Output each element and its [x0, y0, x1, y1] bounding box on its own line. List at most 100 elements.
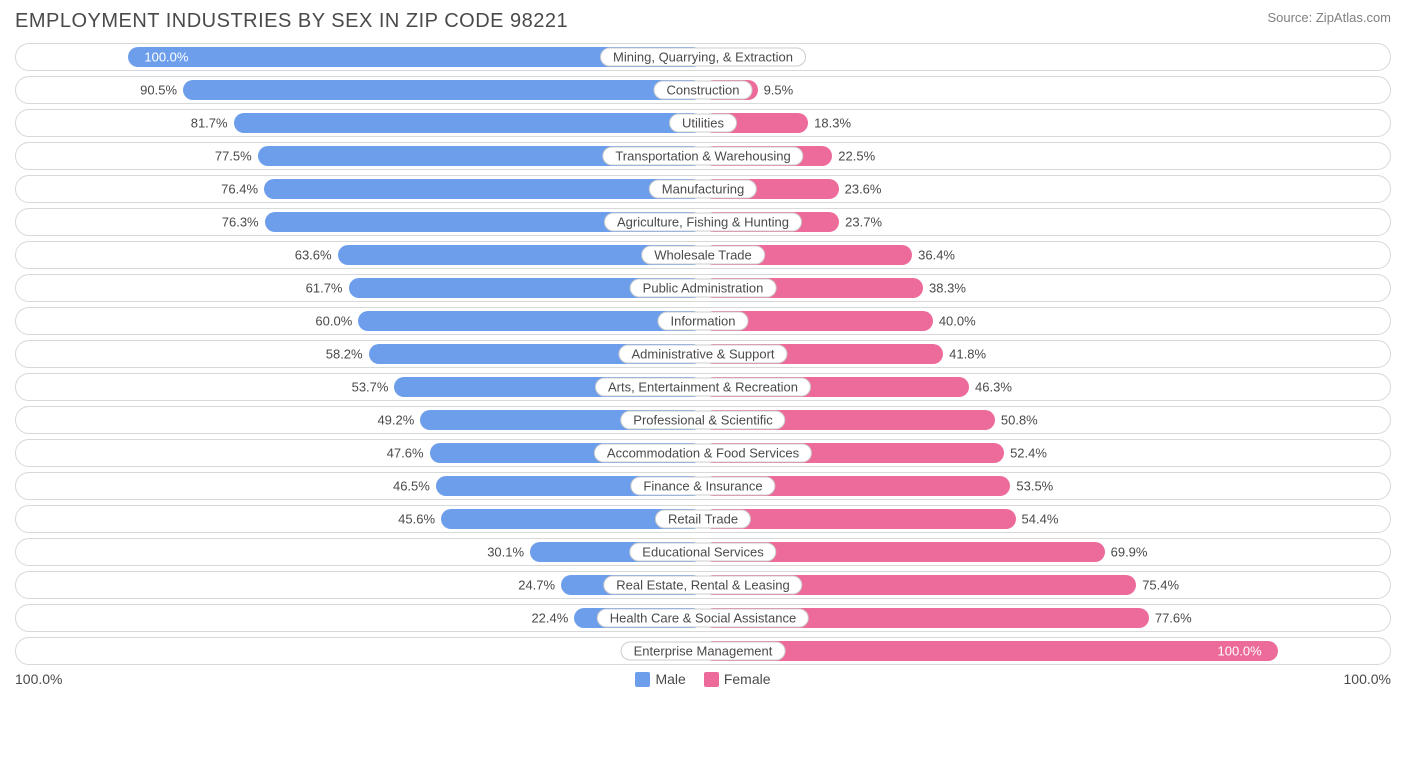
legend-item: Male	[635, 671, 685, 687]
chart-row-inner: 61.7% 38.3% Public Administration	[19, 278, 1387, 298]
male-value-label: 30.1%	[487, 545, 524, 560]
female-value-label: 53.5%	[1016, 479, 1053, 494]
chart-row-inner: 63.6%36.4%Wholesale Trade	[19, 245, 1387, 265]
chart-row-inner: 90.5%9.5%Construction	[19, 80, 1387, 100]
chart-row: 30.1% 69.9% Educational Services	[15, 538, 1391, 566]
female-value-label: 54.4%	[1022, 512, 1059, 527]
female-value-label: 69.9%	[1111, 545, 1148, 560]
female-value-label: 22.5%	[838, 149, 875, 164]
chart-row: 76.4% 23.6% Manufacturing	[15, 175, 1391, 203]
female-value-label: 41.8%	[949, 347, 986, 362]
row-category-label: Transportation & Warehousing	[602, 147, 803, 166]
female-value-label: 50.8%	[1001, 413, 1038, 428]
chart-row-inner: 49.2% 50.8% Professional & Scientific	[19, 410, 1387, 430]
chart-row-inner: 100.0%0.0%Mining, Quarrying, & Extractio…	[19, 47, 1387, 67]
row-category-label: Retail Trade	[655, 510, 751, 529]
chart-title: EMPLOYMENT INDUSTRIES BY SEX IN ZIP CODE…	[15, 10, 568, 33]
chart-row: 49.2% 50.8% Professional & Scientific	[15, 406, 1391, 434]
male-value-label: 81.7%	[191, 116, 228, 131]
chart-row-inner: 0.0%100.0%Enterprise Management	[19, 641, 1387, 661]
female-value-label: 52.4%	[1010, 446, 1047, 461]
male-value-label: 76.4%	[221, 182, 258, 197]
row-category-label: Administrative & Support	[618, 345, 787, 364]
chart-row-inner: 81.7% 18.3% Utilities	[19, 113, 1387, 133]
male-value-label: 90.5%	[140, 83, 177, 98]
chart-footer: 100.0% Male Female 100.0%	[15, 671, 1391, 687]
male-value-label: 46.5%	[393, 479, 430, 494]
chart-row: 0.0%100.0%Enterprise Management	[15, 637, 1391, 665]
female-value-label: 100.0%	[1218, 644, 1262, 659]
legend-label: Male	[655, 671, 685, 687]
chart-row-inner: 58.2% 41.8% Administrative & Support	[19, 344, 1387, 364]
female-value-label: 9.5%	[764, 83, 794, 98]
row-category-label: Information	[657, 312, 748, 331]
chart-row: 45.6% 54.4% Retail Trade	[15, 505, 1391, 533]
chart-source: Source: ZipAtlas.com	[1267, 10, 1391, 25]
female-value-label: 77.6%	[1155, 611, 1192, 626]
diverging-bar-chart: 100.0%0.0%Mining, Quarrying, & Extractio…	[15, 43, 1391, 665]
axis-right-label: 100.0%	[1344, 671, 1391, 687]
row-category-label: Utilities	[669, 114, 737, 133]
female-value-label: 75.4%	[1142, 578, 1179, 593]
female-value-label: 46.3%	[975, 380, 1012, 395]
row-category-label: Mining, Quarrying, & Extraction	[600, 48, 806, 67]
chart-row: 58.2% 41.8% Administrative & Support	[15, 340, 1391, 368]
male-value-label: 61.7%	[306, 281, 343, 296]
male-bar	[358, 311, 703, 331]
row-category-label: Finance & Insurance	[630, 477, 775, 496]
chart-row-inner: 77.5% 22.5% Transportation & Warehousing	[19, 146, 1387, 166]
male-value-label: 49.2%	[377, 413, 414, 428]
male-value-label: 60.0%	[315, 314, 352, 329]
male-bar	[183, 80, 703, 100]
male-value-label: 63.6%	[295, 248, 332, 263]
male-value-label: 77.5%	[215, 149, 252, 164]
male-bar	[234, 113, 703, 133]
female-value-label: 18.3%	[814, 116, 851, 131]
chart-row: 81.7% 18.3% Utilities	[15, 109, 1391, 137]
row-category-label: Professional & Scientific	[620, 411, 785, 430]
legend-item: Female	[704, 671, 771, 687]
male-value-label: 24.7%	[518, 578, 555, 593]
row-category-label: Educational Services	[629, 543, 776, 562]
row-category-label: Health Care & Social Assistance	[597, 609, 809, 628]
legend-label: Female	[724, 671, 771, 687]
legend: Male Female	[635, 671, 770, 687]
male-value-label: 58.2%	[326, 347, 363, 362]
chart-row: 100.0%0.0%Mining, Quarrying, & Extractio…	[15, 43, 1391, 71]
chart-row: 22.4% 77.6% Health Care & Social Assistanc…	[15, 604, 1391, 632]
chart-row-inner: 76.3%23.7%Agriculture, Fishing & Hunting	[19, 212, 1387, 232]
male-value-label: 53.7%	[352, 380, 389, 395]
axis-left-label: 100.0%	[15, 671, 62, 687]
female-bar	[703, 641, 1278, 661]
male-value-label: 22.4%	[531, 611, 568, 626]
chart-row-inner: 53.7%46.3%Arts, Entertainment & Recreati…	[19, 377, 1387, 397]
male-bar	[264, 179, 703, 199]
chart-row: 76.3%23.7%Agriculture, Fishing & Hunting	[15, 208, 1391, 236]
female-value-label: 23.6%	[845, 182, 882, 197]
female-value-label: 40.0%	[939, 314, 976, 329]
chart-row: 63.6%36.4%Wholesale Trade	[15, 241, 1391, 269]
chart-row-inner: 46.5% 53.5% Finance & Insurance	[19, 476, 1387, 496]
male-value-label: 45.6%	[398, 512, 435, 527]
chart-row-inner: 45.6% 54.4% Retail Trade	[19, 509, 1387, 529]
male-value-label: 76.3%	[222, 215, 259, 230]
chart-row-inner: 30.1% 69.9% Educational Services	[19, 542, 1387, 562]
chart-row-inner: 24.7%75.4%Real Estate, Rental & Leasing	[19, 575, 1387, 595]
chart-row-inner: 22.4% 77.6% Health Care & Social Assistanc…	[19, 608, 1387, 628]
chart-row-inner: 47.6%52.4%Accommodation & Food Services	[19, 443, 1387, 463]
row-category-label: Accommodation & Food Services	[594, 444, 812, 463]
chart-header: EMPLOYMENT INDUSTRIES BY SEX IN ZIP CODE…	[15, 10, 1391, 33]
female-value-label: 38.3%	[929, 281, 966, 296]
row-category-label: Public Administration	[630, 279, 777, 298]
chart-row: 60.0% 40.0% Information	[15, 307, 1391, 335]
chart-row: 24.7%75.4%Real Estate, Rental & Leasing	[15, 571, 1391, 599]
chart-row: 77.5% 22.5% Transportation & Warehousing	[15, 142, 1391, 170]
chart-row: 90.5%9.5%Construction	[15, 76, 1391, 104]
female-value-label: 36.4%	[918, 248, 955, 263]
chart-row: 47.6%52.4%Accommodation & Food Services	[15, 439, 1391, 467]
chart-row-inner: 60.0% 40.0% Information	[19, 311, 1387, 331]
chart-row-inner: 76.4% 23.6% Manufacturing	[19, 179, 1387, 199]
male-value-label: 100.0%	[144, 50, 188, 65]
row-category-label: Manufacturing	[649, 180, 757, 199]
legend-swatch	[635, 672, 650, 687]
